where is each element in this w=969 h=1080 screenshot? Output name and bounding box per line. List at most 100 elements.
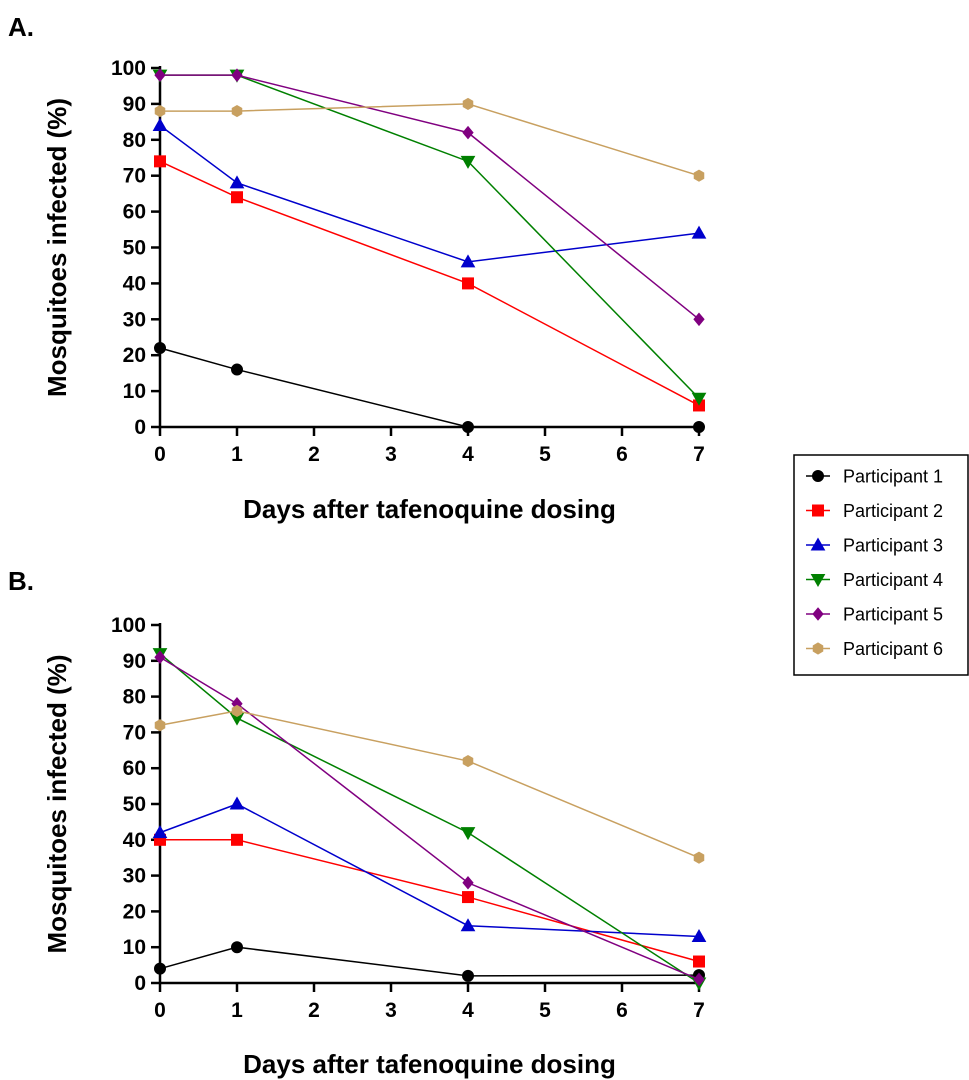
y-tick-label: 30 — [123, 865, 146, 888]
data-point-participant-6 — [693, 169, 705, 182]
x-tick-label: 3 — [385, 443, 397, 466]
data-point-participant-2 — [462, 277, 474, 290]
data-point-participant-1 — [154, 962, 166, 975]
y-axis-title: Mosquitoes infected (%) — [42, 654, 72, 953]
data-point-participant-6 — [231, 105, 243, 118]
data-point-participant-6 — [462, 754, 474, 768]
panel-label: B. — [8, 566, 34, 596]
legend-entry-label: Participant 4 — [843, 570, 943, 590]
series-line-participant-6 — [159, 710, 700, 859]
x-tick-label: 2 — [308, 999, 320, 1022]
x-axis-title: Days after tafenoquine dosing — [243, 494, 616, 524]
x-tick-label: 6 — [616, 999, 628, 1022]
panel-b: B. 0 10 20 30 40 50 60 70 80 90 100 0 1 2 3 4 5 6 7 Days aft… — [8, 566, 707, 1079]
series-line-participant-2 — [159, 160, 700, 407]
x-tick-label: 7 — [693, 443, 705, 466]
legend-marker — [812, 607, 824, 621]
y-tick-label: 90 — [123, 650, 146, 673]
y-tick-label: 20 — [123, 344, 146, 367]
x-axis-title: Days after tafenoquine dosing — [243, 1049, 616, 1079]
series-line-participant-6 — [160, 103, 700, 177]
data-point-participant-2 — [231, 191, 243, 204]
y-tick-label: 50 — [123, 237, 146, 260]
y-tick-label: 80 — [123, 129, 146, 152]
y-tick-label: 80 — [123, 686, 146, 709]
y-tick-label: 100 — [111, 57, 146, 80]
y-tick-label: 90 — [123, 93, 146, 116]
x-tick-label: 1 — [231, 999, 243, 1022]
data-point-participant-3 — [152, 117, 168, 131]
data-point-participant-6 — [462, 97, 474, 110]
legend-entry-label: Participant 2 — [843, 501, 943, 521]
y-tick-label: 60 — [123, 201, 146, 224]
x-tick-label: 7 — [693, 999, 705, 1022]
data-point-participant-5 — [693, 312, 705, 327]
data-point-participant-6 — [693, 851, 705, 864]
series-line-participant-3 — [159, 124, 700, 263]
data-point-participant-4 — [460, 155, 476, 169]
series-line-participant-4 — [159, 653, 700, 984]
x-tick-label: 4 — [462, 443, 474, 466]
data-point-participant-1 — [231, 941, 243, 954]
x-tick-label: 0 — [154, 999, 166, 1022]
y-tick-label: 70 — [123, 165, 146, 188]
series-line-participant-1 — [159, 946, 700, 977]
series-line-participant-1 — [159, 347, 699, 428]
x-tick-label: 4 — [462, 999, 474, 1022]
y-tick-label: 10 — [123, 936, 146, 959]
x-tick-label: 6 — [616, 443, 628, 466]
legend-marker — [810, 537, 826, 551]
y-tick-label: 0 — [134, 416, 146, 439]
x-tick-label: 0 — [154, 443, 166, 466]
legend-entry-label: Participant 5 — [843, 605, 943, 625]
x-tick-label: 5 — [539, 999, 551, 1022]
legend-marker — [812, 642, 824, 655]
data-point-participant-5 — [462, 875, 474, 890]
data-point-participant-1 — [693, 421, 705, 433]
series-line-participant-5 — [159, 656, 700, 981]
legend-marker — [812, 504, 824, 517]
series-line-participant-5 — [160, 74, 700, 320]
data-point-participant-4 — [691, 392, 707, 406]
data-point-participant-5 — [693, 972, 705, 987]
legend-entry-label: Participant 3 — [843, 536, 943, 556]
data-point-participant-2 — [462, 891, 474, 904]
y-tick-label: 100 — [111, 614, 146, 637]
legend-box — [793, 454, 969, 676]
series-line-participant-2 — [160, 839, 700, 963]
data-point-participant-1 — [462, 969, 474, 982]
legend-entry-label: Participant 6 — [843, 639, 943, 659]
x-tick-label: 3 — [385, 999, 397, 1022]
y-tick-label: 40 — [123, 829, 146, 852]
y-tick-label: 50 — [123, 793, 146, 816]
data-point-participant-6 — [154, 719, 166, 732]
legend-marker — [812, 470, 824, 482]
data-point-participant-6 — [231, 704, 243, 717]
y-tick-label: 40 — [123, 272, 146, 295]
data-point-participant-5 — [462, 125, 474, 140]
data-point-participant-3 — [152, 825, 168, 839]
y-tick-label: 0 — [134, 972, 146, 995]
data-point-participant-4 — [460, 827, 476, 841]
x-tick-label: 2 — [308, 443, 320, 466]
data-point-participant-1 — [154, 342, 166, 355]
data-point-participant-3 — [691, 225, 707, 239]
legend-entry-label: Participant 1 — [843, 467, 943, 487]
data-point-participant-5 — [231, 68, 243, 82]
data-point-participant-3 — [229, 796, 245, 810]
data-point-participant-3 — [460, 918, 476, 932]
data-point-participant-5 — [154, 650, 166, 665]
x-tick-label: 1 — [231, 443, 243, 466]
legend: Participant 1 Participant 2 Participant 3 P… — [793, 454, 969, 676]
y-tick-label: 10 — [123, 380, 146, 403]
data-point-participant-3 — [229, 175, 245, 189]
y-axis-title: Mosquitoes infected (%) — [42, 98, 72, 397]
data-point-participant-3 — [691, 928, 707, 942]
data-point-participant-2 — [231, 833, 243, 846]
y-tick-label: 70 — [123, 721, 146, 744]
x-tick-label: 5 — [539, 443, 551, 466]
data-point-participant-1 — [462, 421, 474, 433]
y-tick-label: 20 — [123, 900, 146, 923]
data-point-participant-3 — [460, 254, 476, 268]
